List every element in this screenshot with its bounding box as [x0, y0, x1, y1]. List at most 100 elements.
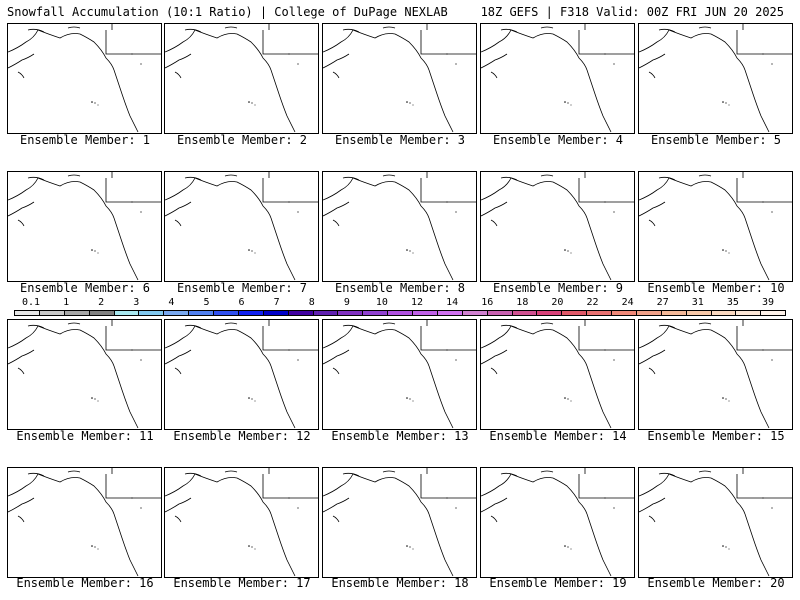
pacific-northwest-map	[323, 24, 476, 133]
colorbar-segment	[636, 311, 662, 315]
colorbar-segment	[413, 311, 438, 315]
ensemble-map-panel	[164, 467, 319, 578]
ensemble-member-label: Ensemble Member: 12	[173, 429, 311, 443]
colorbar-tick-label: 39	[761, 297, 775, 308]
pacific-northwest-map	[165, 320, 318, 429]
pacific-northwest-map	[639, 172, 792, 281]
colorbar-segment	[64, 311, 90, 315]
colorbar-segment	[114, 311, 140, 315]
ensemble-map-panel	[164, 171, 319, 282]
ensemble-map-panel	[480, 319, 635, 430]
pacific-northwest-map	[8, 172, 161, 281]
colorbar-tick-label: 20	[551, 297, 564, 308]
ensemble-map-panel	[322, 171, 477, 282]
ensemble-map-panel	[480, 467, 635, 578]
ensemble-map-panel	[480, 23, 635, 134]
pacific-northwest-map	[639, 320, 792, 429]
ensemble-member-label: Ensemble Member: 4	[492, 133, 624, 147]
ensemble-member-label: Ensemble Member: 18	[331, 576, 469, 590]
colorbar-segment	[263, 311, 289, 315]
colorbar-tick-label: 35	[726, 297, 739, 308]
ensemble-map-panel	[322, 23, 477, 134]
ensemble-member-label: Ensemble Member: 20	[647, 576, 785, 590]
colorbar-segment	[537, 311, 563, 315]
ensemble-map-panel	[7, 23, 162, 134]
colorbar-tick-label: 10	[375, 297, 388, 308]
colorbar-segment	[736, 311, 762, 315]
colorbar-segment	[39, 311, 65, 315]
pacific-northwest-map	[481, 468, 634, 577]
ensemble-member-label: Ensemble Member: 13	[331, 429, 469, 443]
ensemble-member-label: Ensemble Member: 6	[19, 281, 151, 295]
colorbar-tick-label: 12	[411, 297, 424, 308]
colorbar-segment	[562, 311, 588, 315]
pacific-northwest-map	[165, 172, 318, 281]
pacific-northwest-map	[481, 320, 634, 429]
colorbar-tick-label: 14	[446, 297, 459, 308]
ensemble-map-panel	[322, 319, 477, 430]
ensemble-map-panel	[322, 467, 477, 578]
colorbar-segment	[89, 311, 115, 315]
ensemble-map-panel	[638, 23, 793, 134]
ensemble-member-label: Ensemble Member: 3	[334, 133, 466, 147]
pacific-northwest-map	[8, 24, 161, 133]
colorbar-segment	[711, 311, 737, 315]
colorbar-segment	[313, 311, 339, 315]
ensemble-member-label: Ensemble Member: 7	[176, 281, 308, 295]
ensemble-member-label: Ensemble Member: 5	[650, 133, 782, 147]
colorbar-segment	[437, 311, 463, 315]
colorbar-segment	[238, 311, 264, 315]
colorbar-tick-label: 6	[238, 297, 245, 308]
colorbar-segment	[338, 311, 364, 315]
ensemble-member-label: Ensemble Member: 10	[647, 281, 785, 295]
colorbar-segment	[15, 311, 40, 315]
ensemble-member-label: Ensemble Member: 11	[16, 429, 154, 443]
ensemble-map-panel	[7, 171, 162, 282]
pacific-northwest-map	[165, 24, 318, 133]
colorbar-tick-label: 27	[656, 297, 669, 308]
colorbar-segment	[487, 311, 513, 315]
chart-title: Snowfall Accumulation (10:1 Ratio) | Col…	[7, 5, 448, 19]
ensemble-map-panel	[480, 171, 635, 282]
colorbar-tick-label: 8	[308, 297, 315, 308]
ensemble-map-panel	[7, 319, 162, 430]
ensemble-map-panel	[164, 319, 319, 430]
pacific-northwest-map	[323, 320, 476, 429]
pacific-northwest-map	[481, 24, 634, 133]
ensemble-member-label: Ensemble Member: 8	[334, 281, 466, 295]
model-run-info: 18Z GEFS | F318 Valid: 00Z FRI JUN 20 20…	[480, 5, 784, 19]
colorbar-segment	[214, 311, 239, 315]
colorbar-tick-label: 18	[516, 297, 529, 308]
colorbar-tick-label: 7	[273, 297, 280, 308]
ensemble-map-panel	[638, 171, 793, 282]
pacific-northwest-map	[323, 172, 476, 281]
colorbar-segment	[661, 311, 687, 315]
ensemble-map-panel	[638, 467, 793, 578]
colorbar-segment	[462, 311, 488, 315]
colorbar-segment	[363, 311, 389, 315]
pacific-northwest-map	[323, 468, 476, 577]
ensemble-map-panel	[164, 23, 319, 134]
colorbar-segment	[288, 311, 314, 315]
colorbar-segment	[761, 311, 786, 315]
ensemble-member-label: Ensemble Member: 2	[176, 133, 308, 147]
ensemble-member-label: Ensemble Member: 19	[489, 576, 627, 590]
ensemble-map-panel	[7, 467, 162, 578]
colorbar-tick-label: 3	[133, 297, 140, 308]
ensemble-map-panel	[638, 319, 793, 430]
ensemble-member-label: Ensemble Member: 14	[489, 429, 627, 443]
colorbar-segment	[388, 311, 413, 315]
pacific-northwest-map	[8, 468, 161, 577]
pacific-northwest-map	[481, 172, 634, 281]
ensemble-member-label: Ensemble Member: 1	[19, 133, 151, 147]
colorbar-tick-label: 2	[98, 297, 105, 308]
colorbar-segment	[686, 311, 712, 315]
colorbar-tick-label: 1	[63, 297, 70, 308]
pacific-northwest-map	[165, 468, 318, 577]
colorbar-segment	[587, 311, 612, 315]
pacific-northwest-map	[639, 24, 792, 133]
colorbar-tick-label: 4	[168, 297, 175, 308]
ensemble-member-label: Ensemble Member: 15	[647, 429, 785, 443]
colorbar-segment	[164, 311, 190, 315]
colorbar-tick-label: 9	[343, 297, 350, 308]
